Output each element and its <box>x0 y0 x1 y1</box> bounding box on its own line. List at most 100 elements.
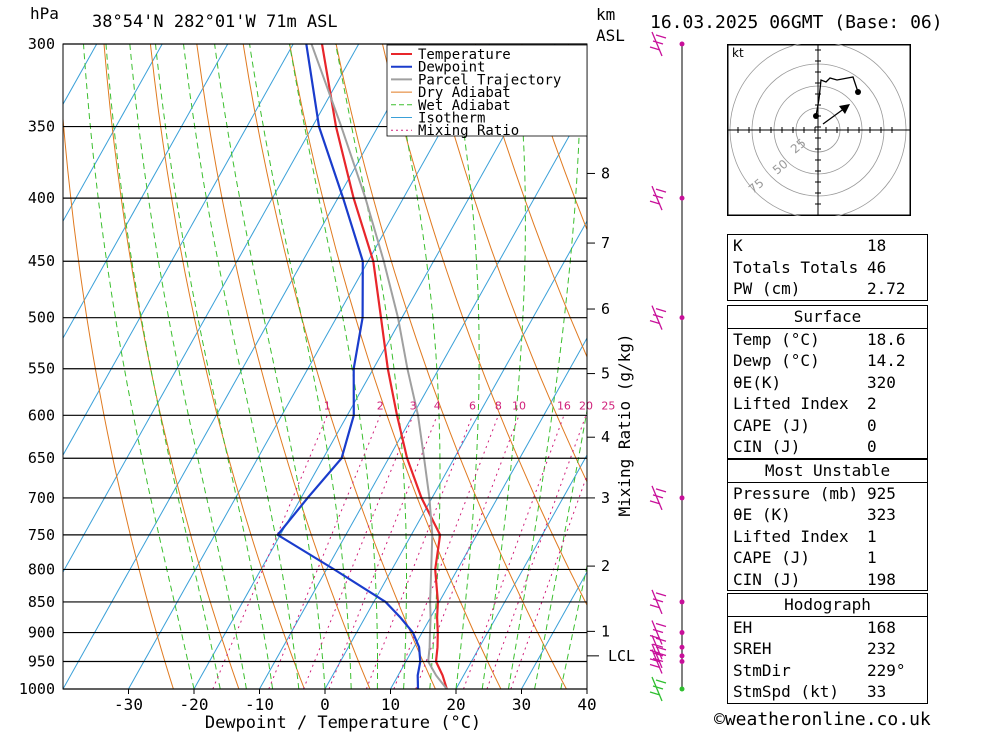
index-row: K 18 <box>728 235 927 257</box>
index-row: Pressure (mb) 925 <box>728 483 927 505</box>
index-value: 18 <box>867 236 887 255</box>
wind-dot <box>679 495 685 501</box>
dry-adiabat-line <box>474 44 587 359</box>
mixing-ratio-line <box>486 415 587 689</box>
index-label: StmSpd (kt) <box>733 682 839 701</box>
index-label: θE (K) <box>733 505 791 524</box>
index-value: 2.72 <box>867 279 906 298</box>
wind-dot <box>679 315 685 321</box>
dry-adiabat-line <box>63 113 174 689</box>
index-value: 1 <box>867 548 877 567</box>
legend-entry: Dewpoint <box>418 60 485 76</box>
isotherm-line <box>0 44 31 689</box>
index-value: 320 <box>867 372 896 392</box>
x-tick-label: -20 <box>180 695 209 714</box>
wind-barb <box>649 676 667 702</box>
mixing-ratio-label: 20 <box>579 399 593 412</box>
x-axis-label: Dewpoint / Temperature (°C) <box>205 713 481 733</box>
unstable-table: Most Unstable Pressure (mb) 925 θE (K) 323 L… <box>727 459 928 591</box>
km-tick-label: 1 <box>601 622 610 640</box>
index-value: 2 <box>867 394 877 413</box>
x-tick-label: 30 <box>512 695 531 714</box>
wind-barb <box>649 485 667 511</box>
wind-dot <box>679 195 685 201</box>
km-tick-label: 8 <box>601 164 610 182</box>
hodograph-point <box>855 89 861 95</box>
mixing-ratio-line <box>510 473 587 689</box>
index-label: Temp (°C) <box>733 329 820 349</box>
wet-adiabat-line <box>83 44 195 689</box>
km-tick-label: 7 <box>601 234 610 252</box>
surface-table: Surface Temp (°C) 18.6 Dewp (°C) 14.2 θE(K) 3… <box>727 305 928 459</box>
hodograph-stats-title: Hodograph <box>728 594 927 617</box>
dry-adiabat-line <box>196 44 371 689</box>
mixing-ratio-label: 25 <box>601 399 615 412</box>
wind-dot <box>679 599 685 605</box>
credit-text: ©weatheronline.co.uk <box>714 709 931 730</box>
mixing-ratio-line <box>268 415 381 689</box>
mixing-ratio-label: 8 <box>495 399 502 412</box>
index-label: SREH <box>733 639 772 658</box>
pressure-tick-label: 850 <box>28 593 55 611</box>
hodograph-rows: EH 168 SREH 232 StmDir 229° StmSpd (kt) 33 <box>728 617 927 703</box>
index-value: 0 <box>867 415 877 435</box>
index-label: K <box>733 236 743 255</box>
index-label: Pressure (mb) <box>733 483 859 503</box>
storm-motion-vector <box>822 107 846 125</box>
index-row: SREH 232 <box>728 638 927 660</box>
legend-box <box>386 44 588 137</box>
isotherm-line <box>455 454 587 689</box>
mixing-ratio-label: 3 <box>410 399 417 412</box>
wind-barb <box>649 31 667 57</box>
mixing-ratio-label: 10 <box>512 399 526 412</box>
pressure-tick-label: 950 <box>28 653 55 671</box>
index-label: Dewp (°C) <box>733 351 820 370</box>
legend-entry: Dry Adiabat <box>418 85 511 101</box>
index-row: StmSpd (kt) 33 <box>728 681 927 703</box>
index-value: 14.2 <box>867 351 906 370</box>
isotherm-line <box>63 44 294 457</box>
wind-barb <box>649 589 667 615</box>
index-label: CAPE (J) <box>733 548 811 567</box>
index-row: StmDir 229° <box>728 660 927 682</box>
pressure-tick-label: 500 <box>28 309 55 327</box>
mixing-ratio-line <box>415 415 520 689</box>
wet-adiabat-line <box>289 44 378 689</box>
isotherm-line <box>63 44 425 689</box>
pressure-tick-label: 800 <box>28 560 55 578</box>
pressure-tick-label: 1000 <box>19 680 55 698</box>
wind-barb <box>649 305 667 330</box>
unstable-title: Most Unstable <box>728 460 927 483</box>
km-tick-label: 5 <box>601 365 610 383</box>
location-title: 38°54'N 282°01'W 71m ASL <box>92 12 338 32</box>
index-label: PW (cm) <box>733 279 801 298</box>
wet-adiabat-line <box>129 44 247 689</box>
index-label: StmDir <box>733 660 791 680</box>
isotherm-line <box>128 44 491 689</box>
hodograph-table: Hodograph EH 168 SREH 232 StmDir 229° StmSpd (… <box>727 593 928 704</box>
x-tick-label: -10 <box>245 695 274 714</box>
legend-entry: Isotherm <box>418 111 485 127</box>
isotherm-line <box>259 103 587 689</box>
lcl-label: LCL <box>608 647 635 665</box>
index-label: CIN (J) <box>733 437 801 456</box>
pressure-tick-label: 650 <box>28 449 55 467</box>
datetime-title: 16.03.2025 06GMT (Base: 06) <box>650 12 943 33</box>
index-value: 33 <box>867 682 887 701</box>
index-value: 232 <box>867 639 896 658</box>
index-row: CAPE (J) 1 <box>728 547 927 569</box>
parcel-trajectory-line <box>310 44 448 689</box>
storm-motion-arrowhead <box>839 104 850 114</box>
mixing-ratio-line <box>303 415 414 689</box>
pressure-tick-label: 700 <box>28 489 55 507</box>
pressure-tick-label: 450 <box>28 252 55 270</box>
mixing-ratio-line <box>365 415 473 689</box>
legend-entry: Parcel Trajectory <box>418 72 561 88</box>
mixing-ratio-label: 6 <box>469 399 476 412</box>
mixing-ratio-line <box>328 415 438 689</box>
mixing-ratio-line <box>463 415 565 689</box>
legend-entry: Wet Adiabat <box>418 98 511 114</box>
mixing-ratio-label: 1 <box>324 399 331 412</box>
isotherm-line <box>193 44 556 689</box>
